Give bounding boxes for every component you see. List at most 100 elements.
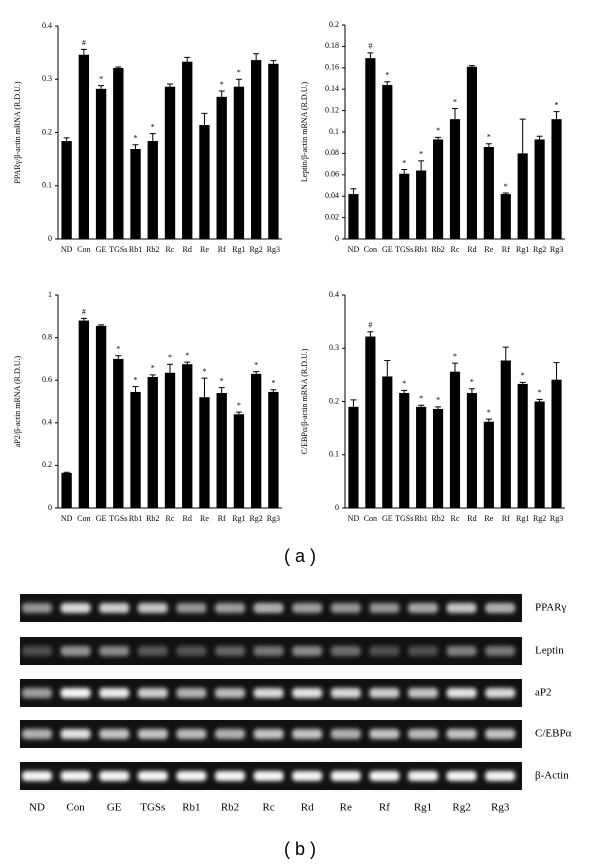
x-tick-label: Rg1 [232,245,245,254]
significance-marker: * [254,361,258,370]
x-tick-label: Rd [467,245,476,254]
y-tick-label: 0.2 [42,127,52,136]
error-bar [184,56,191,62]
gel-band [137,688,168,698]
gel-band [176,688,207,698]
bar [365,336,376,508]
error-bar [149,133,156,142]
y-tick-label: 0.3 [329,343,339,352]
x-tick-label: Con [77,245,90,254]
significance-marker: * [151,122,155,131]
gene-label: Leptin [535,645,564,657]
y-tick-label: 0.16 [325,63,339,72]
significance-marker: * [453,97,457,106]
error-bar [98,85,105,89]
gel-band [176,646,207,656]
y-tick-label: 0.1 [42,181,52,190]
y-tick-label: 0 [335,503,339,512]
x-tick-label: Rg1 [516,514,529,523]
gel-band [446,603,477,613]
x-tick-label: Rf [218,245,226,254]
y-axis-label: C/EBPα/β-actin mRNA (R.D.U.) [300,348,309,454]
significance-marker: * [436,126,440,135]
x-tick-label: Rg1 [232,514,245,523]
error-bar [485,143,492,147]
gel-band [60,603,91,613]
significance-marker: * [487,408,491,417]
error-bar [149,374,156,378]
significance-marker: * [168,353,172,362]
error-bar [468,65,475,67]
y-tick-label: 0.1 [329,450,339,459]
error-bar [63,137,70,142]
gel-band [176,729,207,739]
x-tick-label: Rg2 [533,245,546,254]
x-tick-label: Rc [451,514,460,523]
significance-marker: * [487,133,491,142]
lane-label: Con [66,802,85,814]
significance-marker: * [220,80,224,89]
error-bar [235,411,242,415]
x-tick-label: Rd [467,514,476,523]
significance-marker: * [151,364,155,373]
significance-marker: * [385,71,389,80]
bar [466,66,477,239]
gene-label: aP2 [535,687,552,699]
y-axis-label: Leptin/β-actin mRNA (R.D.U.) [300,82,309,183]
bar [147,141,158,239]
error-bar [418,160,425,171]
gene-label: β-Actin [535,770,569,782]
significance-marker: * [402,158,406,167]
panel-label: ( a ) [284,546,316,566]
error-bar [485,418,492,422]
bar [216,96,227,239]
gel-band [485,771,516,781]
significance-marker: * [504,182,508,191]
bar [517,383,528,508]
bar [268,391,279,508]
x-tick-label: Re [484,514,493,523]
gel-band [485,729,516,739]
bar [449,371,461,508]
x-tick-label: Con [364,514,377,523]
y-tick-label: 0.6 [42,375,52,384]
error-bar [201,112,208,126]
gel-band [446,729,477,739]
x-tick-label: GE [96,514,107,523]
gel-band [22,688,52,698]
gel-band [99,729,130,739]
bar [61,141,72,239]
bar [61,472,72,508]
lane-label: GE [107,802,122,814]
bar [466,392,477,508]
lane-label: Rb1 [182,802,200,814]
x-tick-label: Rb2 [146,245,159,254]
gel-band [408,729,438,739]
bar [365,58,376,239]
error-bar [235,78,242,87]
x-tick-label: Rg2 [533,514,546,523]
error-bar [367,331,374,337]
y-tick-label: 0.3 [42,74,52,83]
significance-marker: * [538,388,542,397]
x-tick-label: Rf [502,514,510,523]
lane-label: Rg2 [452,802,470,814]
significance-marker: * [521,371,525,380]
error-bar [201,377,208,398]
gel-band [60,646,91,656]
error-bar [350,188,357,195]
x-tick-label: ND [61,245,73,254]
error-bar [367,52,374,59]
x-tick-label: Rg3 [550,514,563,523]
bar [95,88,107,240]
x-tick-label: GE [96,245,107,254]
y-axis-label: PPARγ/β-actin mRNA (R.D.U.) [13,81,22,184]
y-tick-label: 0.2 [42,460,52,469]
gel-band [99,646,130,656]
y-tick-label: 0.18 [325,41,339,50]
bar [113,358,124,508]
bar [78,320,90,508]
significance-marker: * [237,401,241,410]
lane-label: TGSs [140,802,165,814]
